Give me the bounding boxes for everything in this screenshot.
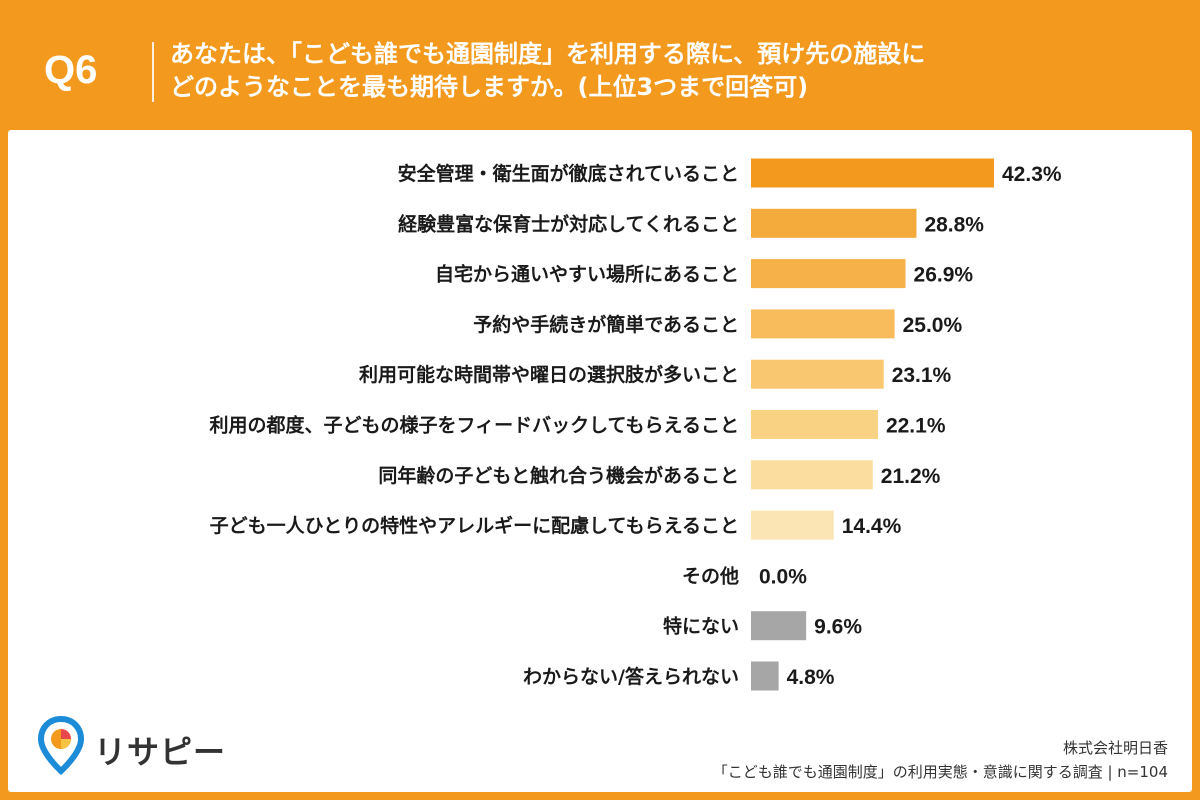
bar <box>751 309 895 339</box>
value-label: 0.0% <box>759 565 807 588</box>
category-label: 経験豊富な保育士が対応してくれること <box>398 212 739 235</box>
question-text: あなたは、「こども誰でも通園制度」を利用する際に、預け先の施設に どのようなこと… <box>170 38 1170 104</box>
category-label: わからない/答えられない <box>523 665 739 688</box>
value-label: 23.1% <box>892 364 952 387</box>
value-label: 42.3% <box>1002 163 1062 186</box>
question-number: Q6 <box>44 48 98 92</box>
category-label: 予約や手続きが簡単であること <box>473 313 739 336</box>
value-label: 21.2% <box>881 465 941 488</box>
source-company: 株式会社明日香 <box>1062 739 1168 757</box>
question-line-1: あなたは、「こども誰でも通園制度」を利用する際に、預け先の施設に <box>170 40 926 68</box>
category-label: 利用可能な時間帯や曜日の選択肢が多いこと <box>359 363 739 386</box>
category-label: 特にない <box>663 616 739 638</box>
category-label: 子ども一人ひとりの特性やアレルギーに配慮してもらえること <box>210 514 739 537</box>
value-label: 28.8% <box>924 213 984 236</box>
source-survey: 「こども誰でも通園制度」の利用実態・意識に関する調査 | n=104 <box>712 763 1168 781</box>
header-divider <box>152 42 154 102</box>
category-label: 利用の都度、子どもの様子をフィードバックしてもらえること <box>209 414 739 437</box>
chart-card: 安全管理・衛生面が徹底されていること 42.3% 経験豊富な保育士が対応してくれるこ… <box>8 130 1192 792</box>
category-label: 安全管理・衛生面が徹底されていること <box>398 162 739 185</box>
bar <box>751 158 994 188</box>
brand-logo: リサピー <box>36 715 236 775</box>
value-label: 25.0% <box>903 314 963 337</box>
bar-chart: 安全管理・衛生面が徹底されていること 42.3% 経験豊富な保育士が対応してくれるこ… <box>209 158 1062 691</box>
pin-icon <box>37 715 85 775</box>
source-note: 株式会社明日香 「こども誰でも通園制度」の利用実態・意識に関する調査 | n=1… <box>713 736 1168 784</box>
question-line-2: どのようなことを最も期待しますか。(上位3つまで回答可) <box>170 73 809 101</box>
logo-text: リサピー <box>94 733 227 771</box>
bar <box>751 208 917 238</box>
value-label: 4.8% <box>787 666 835 689</box>
category-label: 同年齢の子どもと触れ合う機会があること <box>378 464 739 487</box>
value-label: 14.4% <box>842 515 902 538</box>
bar <box>751 510 834 540</box>
value-label: 9.6% <box>814 616 862 639</box>
bar <box>751 611 807 641</box>
header: Q6 あなたは、「こども誰でも通園制度」を利用する際に、預け先の施設に どのよう… <box>0 0 1200 130</box>
value-label: 26.9% <box>914 264 974 287</box>
bar <box>751 410 878 439</box>
bar <box>751 259 906 289</box>
bar <box>751 460 873 490</box>
category-label: 自宅から通いやすい場所にあること <box>435 263 739 286</box>
bar <box>751 359 884 389</box>
value-label: 22.1% <box>886 415 946 438</box>
bar <box>751 661 779 691</box>
category-label: その他 <box>682 564 739 587</box>
